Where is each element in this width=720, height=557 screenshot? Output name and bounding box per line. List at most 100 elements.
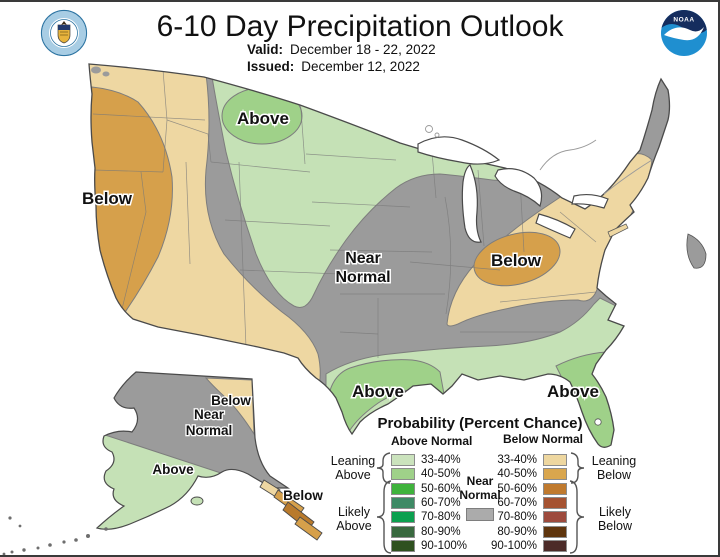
legend-range-label: 40-50% (421, 468, 461, 481)
legend-row-below-60-70: 60-70% (497, 496, 567, 510)
map-label-below-alaska-panhandle: Below (283, 488, 323, 503)
legend-row-above-80-90: 80-90% (391, 524, 467, 538)
region-olympic-near-normal-2 (102, 71, 110, 77)
great-lakes (417, 136, 609, 243)
legend-range-label: 40-50% (497, 468, 537, 481)
legend-braces (376, 452, 585, 554)
legend-swatch-below-40-50 (543, 468, 567, 481)
legend-swatch-above-90-100 (391, 539, 415, 552)
issued-line: Issued: December 12, 2022 (247, 58, 436, 75)
legend-swatch-below-50-60 (543, 482, 567, 495)
valid-label: Valid: (247, 42, 284, 57)
noaa-logo-icon: NOAA (661, 10, 707, 56)
legend-row-above-60-70: 60-70% (391, 496, 467, 510)
alaska-coastline (95, 371, 290, 530)
legend-below-normal-header: Below Normal (503, 432, 584, 446)
map-label-below-ohio-valley: Below (491, 251, 542, 270)
date-block: Valid: December 18 - 22, 2022 Issued: Dece… (247, 41, 436, 75)
map-label-above-gulf-coast: Above (352, 382, 404, 401)
map-label-above-florida: Above (547, 382, 599, 401)
legend-row-above-90-100: 90-100% (391, 539, 467, 553)
state-borders (92, 69, 597, 358)
map-label-near-alaska: Near (194, 407, 225, 422)
legend-row-above-50-60: 50-60% (391, 482, 467, 496)
lake-superior (417, 136, 501, 165)
brace-leaning-below (570, 452, 585, 484)
legend-swatch-below-80-90 (543, 525, 567, 538)
panhandle-strip-gold-2 (294, 516, 323, 541)
legend-row-below-90-100: 90-100% (491, 539, 567, 553)
legend-range-label: 60-70% (421, 497, 461, 510)
issued-label: Issued: (247, 59, 295, 74)
legend-range-label: 80-90% (497, 525, 537, 538)
legend-group-leaning-below: Leaning Below (591, 454, 637, 482)
lake-erie (535, 213, 576, 239)
map-label-normal-alaska: Normal (186, 423, 233, 438)
brace-likely-below (569, 480, 585, 554)
page-title: 6-10 Day Precipitation Outlook (156, 10, 564, 43)
legend-row-below-40-50: 40-50% (497, 467, 567, 481)
legend-row-above-70-80: 70-80% (391, 510, 467, 524)
legend-above-column: 33-40% 40-50% 50-60% 60-70% 70-80% 80-90… (391, 453, 467, 553)
noaa-logo-text: NOAA (673, 17, 694, 24)
legend-range-label: 33-40% (497, 454, 537, 467)
legend-range-label: 33-40% (421, 454, 461, 467)
legend-swatch-below-33-40 (543, 454, 567, 467)
map-label-below-alaska-ne: Below (211, 393, 251, 408)
legend-row-below-50-60: 50-60% (497, 482, 567, 496)
legend-swatch-above-60-70 (391, 497, 415, 510)
map-label-normal-central: Normal (335, 269, 390, 286)
aleutian-islands (2, 516, 108, 555)
map-label-below-california: Below (82, 189, 133, 208)
lake-ontario (571, 193, 609, 209)
legend-range-label: 60-70% (497, 497, 537, 510)
region-ohio-valley-below-oval (473, 231, 561, 287)
legend-above-normal-header: Above Normal (391, 434, 473, 448)
conus-coastline (88, 63, 671, 448)
brace-likely-above (376, 480, 392, 554)
legend-swatch-above-33-40 (391, 454, 415, 467)
lake-michigan (461, 164, 482, 243)
dept-of-commerce-seal-icon (40, 9, 88, 57)
legend-range-label: 90-100% (421, 539, 468, 552)
legend-swatch-above-40-50 (391, 468, 415, 481)
region-alaska-northeast-below (204, 377, 255, 436)
legend-row-below-80-90: 80-90% (497, 524, 567, 538)
legend-below-column: 33-40% 40-50% 50-60% 60-70% 70-80% 80-90… (491, 453, 567, 553)
brace-leaning-above (376, 452, 391, 484)
lake-okeechobee (594, 418, 602, 426)
legend-swatch-below-90-100 (543, 539, 567, 552)
legend-title: Probability (Percent Chance) (377, 415, 583, 432)
legend-range-label: 80-90% (421, 525, 461, 538)
legend-row-below-70-80: 70-80% (497, 510, 567, 524)
valid-line: Valid: December 18 - 22, 2022 (247, 41, 436, 58)
map-label-above-montana: Above (237, 109, 289, 128)
legend-near-normal-label: Near Normal (459, 474, 501, 502)
map-label-near-central: Near (345, 250, 381, 267)
region-olympic-near-normal (91, 66, 101, 74)
issued-value: December 12, 2022 (301, 59, 420, 74)
legend-group-likely-above: Likely Above (336, 505, 372, 533)
legend-row-above-33-40: 33-40% (391, 453, 467, 467)
valid-value: December 18 - 22, 2022 (290, 42, 436, 57)
legend-range-label: 70-80% (497, 511, 537, 524)
legend-range-label: 50-60% (497, 482, 537, 495)
lake-huron (494, 168, 543, 208)
legend-swatch-above-80-90 (391, 525, 415, 538)
legend-range-label: 70-80% (421, 511, 461, 524)
legend-swatch-above-50-60 (391, 482, 415, 495)
alaska-panhandle (259, 479, 323, 541)
map-label-above-alaska-sw: Above (152, 462, 194, 477)
legend-swatch-near-normal (466, 507, 494, 521)
nova-scotia (686, 233, 707, 269)
canada-outline (425, 125, 653, 195)
legend-row-above-40-50: 40-50% (391, 467, 467, 481)
kodiak-island (190, 496, 204, 506)
long-island (607, 223, 629, 238)
legend-range-label: 90-100% (490, 539, 537, 552)
legend-range-label: 50-60% (421, 482, 461, 495)
legend-swatch-above-70-80 (391, 511, 415, 524)
legend-near-normal-block: Near Normal (452, 474, 508, 521)
